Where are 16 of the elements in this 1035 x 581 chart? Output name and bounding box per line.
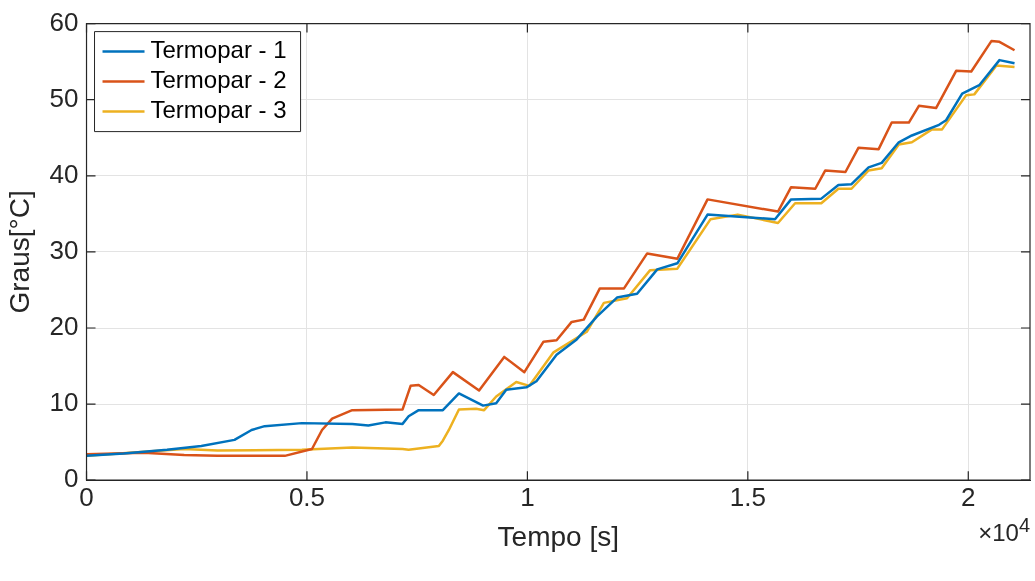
x-axis-title: Tempo [s] [497, 520, 619, 552]
x-tick-label: 1 [520, 481, 535, 512]
y-tick-label: 40 [49, 158, 79, 189]
y-tick-label: 30 [49, 235, 79, 266]
y-tick-label: 20 [49, 311, 79, 342]
x-tick-label: 2 [961, 481, 976, 512]
text: ×10$^{4}$ [978, 514, 1030, 548]
y-tick-label: 60 [49, 6, 79, 37]
legend-label: Termopar - 1 [150, 36, 287, 64]
legend-label: Termopar - 3 [150, 96, 287, 124]
legend-label: Termopar - 2 [150, 66, 287, 94]
y-tick-label: 10 [49, 387, 79, 418]
y-tick-label: 50 [49, 82, 79, 113]
y-axis-title: Graus[°C] [3, 190, 35, 314]
x-tick-label: 0.5 [288, 481, 326, 512]
x-tick-label: 1.5 [729, 481, 766, 512]
